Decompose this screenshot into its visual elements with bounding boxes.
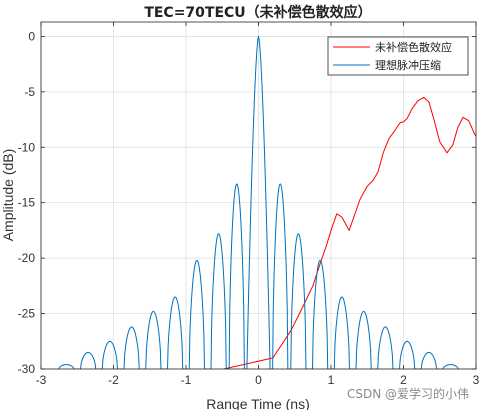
watermark: CSDN @爱学习的小伟	[347, 386, 469, 401]
tick-labels: -3 -2 -1 0 1 2 30-5-10-15-20-25-30	[18, 29, 480, 387]
y-tick-label: -15	[18, 196, 36, 210]
y-tick-label: -30	[18, 362, 36, 376]
series-line-ideal	[58, 35, 459, 369]
series-line-dispersion	[223, 96, 476, 369]
legend-entry-1: 理想脉冲压缩	[375, 58, 441, 72]
x-tick-label: -3	[36, 373, 47, 387]
ticks	[40, 22, 477, 370]
x-tick-label: 0	[255, 373, 262, 387]
x-tick-label: 2	[400, 373, 407, 387]
x-tick-label: 3	[473, 373, 480, 387]
series-group	[58, 35, 476, 369]
chart-title: TEC=70TECU（未补偿色散效应）	[144, 4, 371, 21]
y-tick-label: -25	[18, 307, 36, 321]
y-axis-label: Amplitude (dB)	[0, 149, 16, 242]
y-tick-label: -5	[24, 85, 35, 99]
x-tick-label: 1	[328, 373, 335, 387]
y-tick-label: -10	[18, 140, 36, 154]
y-tick-label: 0	[28, 29, 35, 43]
legend-entry-0: 未补偿色散效应	[375, 40, 452, 54]
x-axis-label: Range Time (ns)	[206, 396, 309, 410]
x-tick-label: -1	[181, 373, 192, 387]
legend-box	[327, 36, 469, 76]
y-tick-label: -20	[18, 251, 36, 265]
x-tick-label: -2	[108, 373, 119, 387]
legend: 未补偿色散效应 理想脉冲压缩	[327, 36, 469, 76]
